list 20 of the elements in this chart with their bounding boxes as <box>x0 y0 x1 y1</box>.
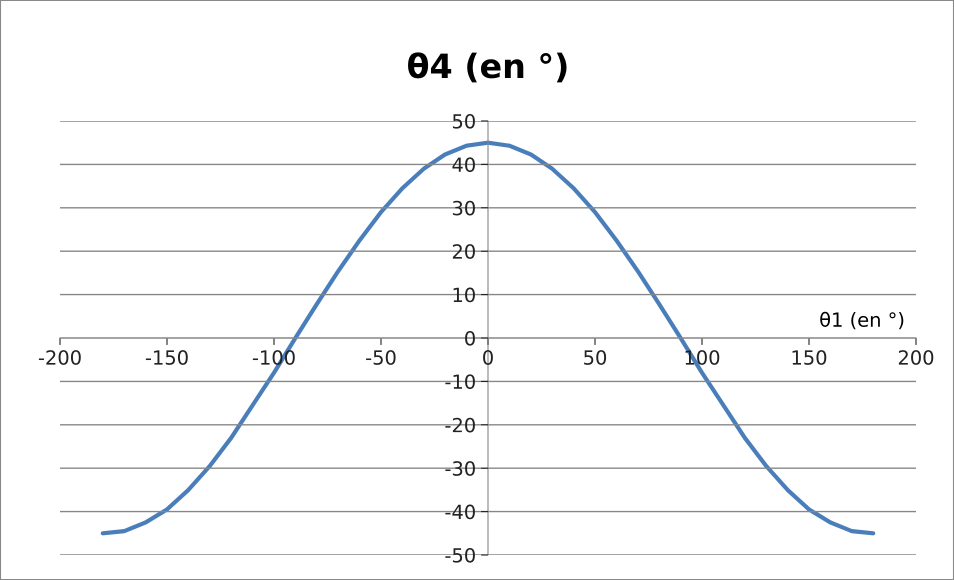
y-tick-label: 30 <box>452 200 475 216</box>
chart-title: θ4 (en °) <box>408 52 567 82</box>
x-tick-label: 50 <box>584 350 606 365</box>
x-axis-title: θ1 (en °) <box>820 312 904 330</box>
y-tick-label: 0 <box>465 330 475 346</box>
x-tick-label: -50 <box>366 350 396 365</box>
x-tick-label: 0 <box>483 350 493 365</box>
x-tick-label: -200 <box>38 350 81 365</box>
x-tick-label: 150 <box>792 350 826 365</box>
x-tick-label: 200 <box>898 350 934 365</box>
y-tick-label: 40 <box>452 157 475 172</box>
x-tick-label: -150 <box>146 350 188 365</box>
y-tick-label: -50 <box>445 548 475 563</box>
y-tick-label: -40 <box>445 504 475 520</box>
y-tick-label: 10 <box>454 288 475 302</box>
y-tick-label: -20 <box>445 418 475 432</box>
y-tick-label: -10 <box>445 374 475 390</box>
y-tick-label: 20 <box>452 244 475 259</box>
y-tick-label: 50 <box>452 114 475 129</box>
y-tick-label: -30 <box>445 461 475 476</box>
